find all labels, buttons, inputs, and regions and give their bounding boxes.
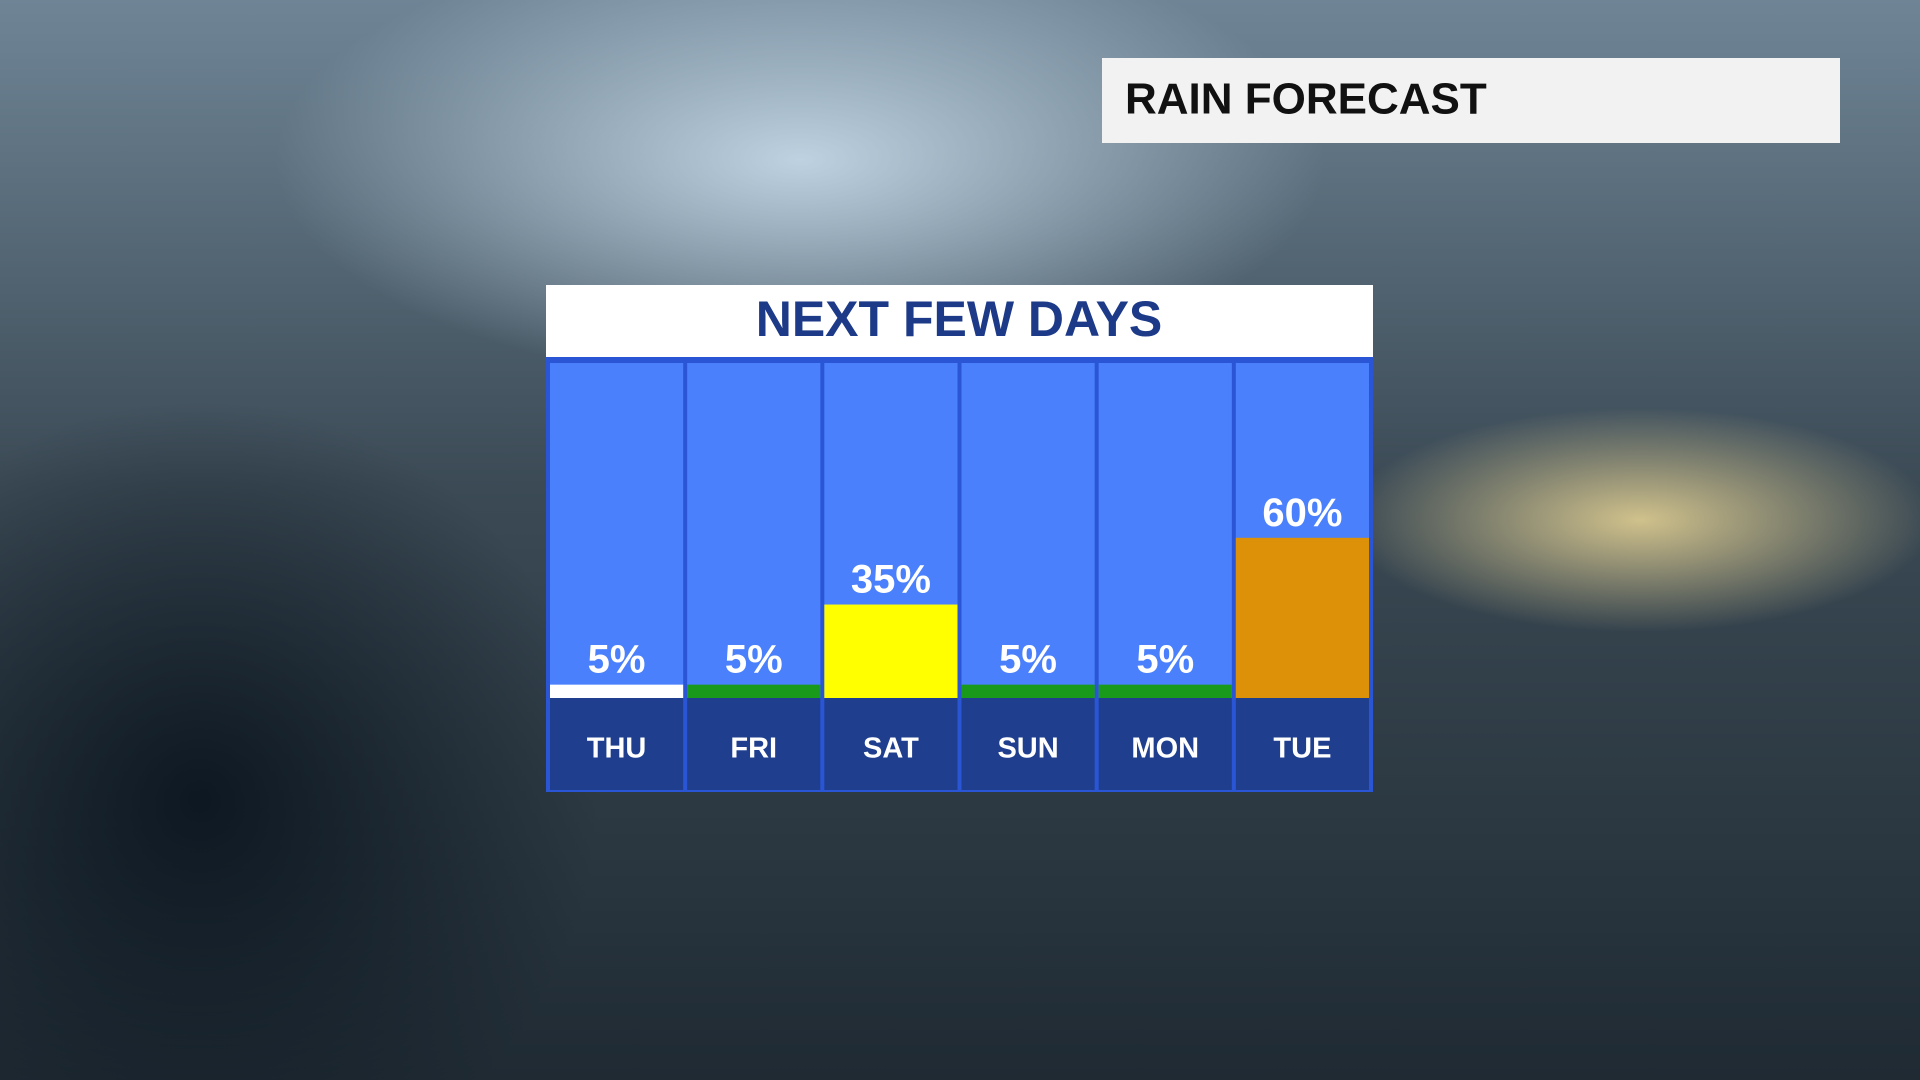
day-cell [1235,698,1369,790]
value-label: 60% [1262,491,1342,535]
day-label: FRI [730,733,777,765]
day-cell [824,698,958,790]
value-label: 5% [999,638,1057,682]
column-bg [687,363,821,698]
panel [546,285,1373,792]
day-label: TUE [1273,733,1331,765]
header-title: RAIN FORECAST [1125,75,1487,124]
bar [1098,684,1232,698]
chart-title: NEXT FEW DAYS [756,291,1163,347]
bar [961,684,1095,698]
title-strip [546,285,1373,357]
bar [550,684,684,698]
day-label: SAT [863,733,919,765]
day-cell [1098,698,1232,790]
column-bg [961,363,1095,698]
day-cell [687,698,821,790]
bar [824,604,958,698]
column-bg [550,363,684,698]
bar [1235,537,1369,698]
bar [687,684,821,698]
day-label: THU [587,733,647,765]
value-label: 35% [851,558,931,602]
header-box [1102,58,1840,143]
day-label: MON [1131,733,1199,765]
value-label: 5% [725,638,783,682]
column-bg [1098,363,1232,698]
day-cell [550,698,684,790]
day-label: SUN [997,733,1058,765]
value-label: 5% [1136,638,1194,682]
value-label: 5% [588,638,646,682]
day-cell [961,698,1095,790]
